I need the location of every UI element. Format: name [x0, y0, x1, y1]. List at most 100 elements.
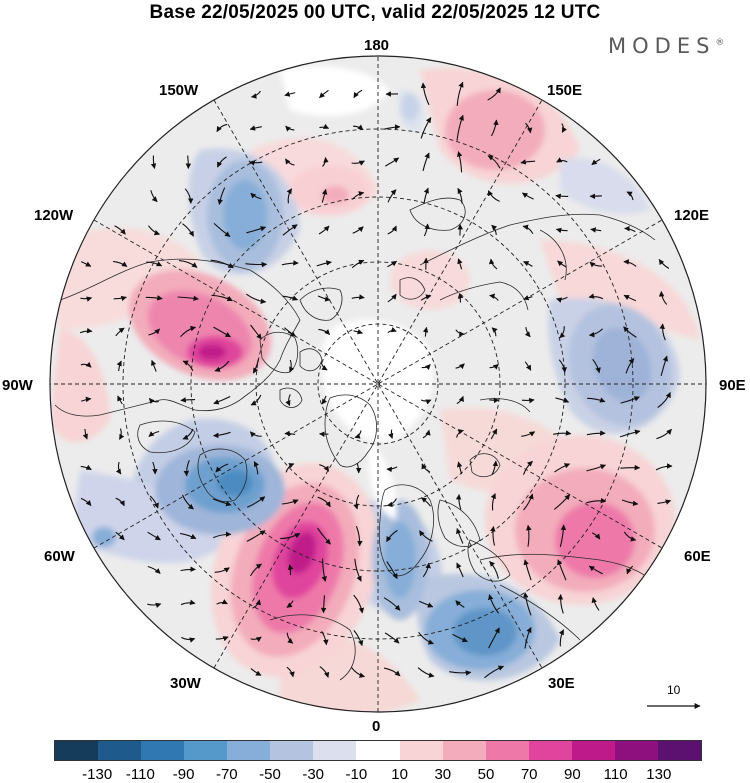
- light-positive-region: [50, 330, 110, 443]
- wind-vector: [352, 226, 364, 234]
- wind-vector: [321, 558, 327, 582]
- wind-vector: [148, 430, 160, 437]
- colorbar-swatch: [571, 741, 615, 760]
- wind-vector: [249, 431, 262, 438]
- wind-vector: [553, 430, 572, 436]
- longitude-label-60w: 60W: [44, 548, 75, 565]
- map-border: [49, 55, 707, 713]
- wind-vector: [177, 295, 199, 302]
- wind-vector: [623, 294, 637, 302]
- wind-vector: [457, 151, 463, 173]
- wind-vector: [353, 594, 365, 614]
- neutral-region: [321, 319, 433, 441]
- wind-vector: [420, 497, 432, 507]
- wind-vector: [655, 463, 673, 471]
- blue-anomaly: [453, 608, 517, 656]
- wind-vector: [592, 358, 601, 374]
- wind-vector: [113, 295, 127, 302]
- wind-vector: [321, 630, 329, 646]
- polar-map: [49, 55, 707, 713]
- pink-anomaly: [555, 502, 635, 578]
- wind-vector: [456, 81, 464, 106]
- wind-vector: [418, 600, 434, 608]
- wind-vector: [215, 636, 229, 642]
- wind-vector: [385, 157, 400, 167]
- anomaly-fill: [50, 66, 700, 712]
- wind-vector: [316, 260, 332, 267]
- colorbar-tick-label: -10: [345, 766, 368, 783]
- vector-scale-label: 10: [667, 683, 681, 697]
- wind-vector: [422, 326, 429, 337]
- wind-vector: [455, 329, 465, 337]
- wind-vector: [383, 597, 401, 611]
- longitude-label-180: 180: [364, 37, 390, 54]
- wind-vector: [456, 527, 464, 544]
- wind-vector: [250, 636, 262, 643]
- wind-vector: [184, 188, 194, 204]
- wind-vector: [488, 258, 498, 270]
- wind-vector: [246, 226, 267, 234]
- wind-vector: [586, 464, 607, 472]
- wind-vector: [285, 463, 295, 473]
- wind-vector: [250, 90, 261, 99]
- wind-vector: [591, 597, 600, 611]
- wind-vector: [658, 290, 668, 305]
- wind-vector: [557, 260, 567, 268]
- wind-vector: [146, 261, 163, 267]
- wind-vector: [455, 494, 462, 510]
- wind-vector: [520, 159, 536, 165]
- wind-vector: [384, 632, 400, 644]
- wind-vector: [181, 494, 194, 510]
- wind-vector: [80, 396, 92, 403]
- wind-vector: [115, 497, 125, 507]
- colorbar-swatch: [98, 741, 142, 760]
- light-positive-region: [50, 227, 200, 330]
- registered-mark: ®: [715, 38, 725, 48]
- wind-vector: [557, 559, 567, 581]
- modes-logo: MODES®: [608, 34, 724, 58]
- wind-vector: [555, 193, 569, 200]
- wind-vector: [555, 397, 570, 403]
- wind-vector: [588, 565, 603, 575]
- wind-vector: [246, 496, 266, 508]
- wind-vector: [457, 292, 464, 303]
- colorbar-tick-label: 110: [603, 766, 628, 783]
- wind-vector: [353, 124, 364, 131]
- magenta-core: [287, 531, 317, 575]
- colorbar-swatch: [528, 741, 572, 760]
- wind-vector: [591, 158, 601, 166]
- wind-vector: [281, 260, 299, 266]
- wind-vector: [625, 358, 635, 374]
- colorbar-tick-label: -50: [259, 766, 281, 783]
- longitude-label-30w: 30W: [170, 675, 201, 692]
- wind-vector: [317, 496, 331, 508]
- wind-vector: [491, 224, 498, 235]
- wind-vector: [487, 87, 501, 101]
- wind-vector: [213, 222, 231, 238]
- wind-vector: [319, 464, 330, 472]
- wind-vector: [149, 495, 159, 509]
- wind-vectors: [79, 81, 673, 679]
- wind-vector: [113, 260, 128, 268]
- wind-vector: [148, 225, 161, 236]
- wind-vector: [246, 530, 266, 542]
- wind-vector: [245, 293, 267, 305]
- wind-vector: [150, 155, 157, 170]
- wind-vector: [626, 565, 634, 575]
- wind-vector: [522, 460, 533, 475]
- wind-vector: [388, 429, 394, 439]
- wind-vector: [183, 459, 190, 477]
- wind-vector: [384, 124, 401, 130]
- wind-vector: [245, 261, 268, 268]
- wind-vector: [386, 529, 398, 543]
- blue-anomaly: [223, 180, 267, 250]
- wind-vector: [214, 360, 230, 372]
- wind-vector: [521, 397, 535, 404]
- wind-vector: [82, 428, 88, 440]
- wind-vector: [318, 328, 330, 335]
- colorbar-swatch: [442, 741, 486, 760]
- longitude-label-30e: 30E: [548, 675, 575, 692]
- wind-vector: [418, 631, 434, 645]
- wind-vector: [282, 224, 298, 236]
- wind-vector: [353, 329, 364, 335]
